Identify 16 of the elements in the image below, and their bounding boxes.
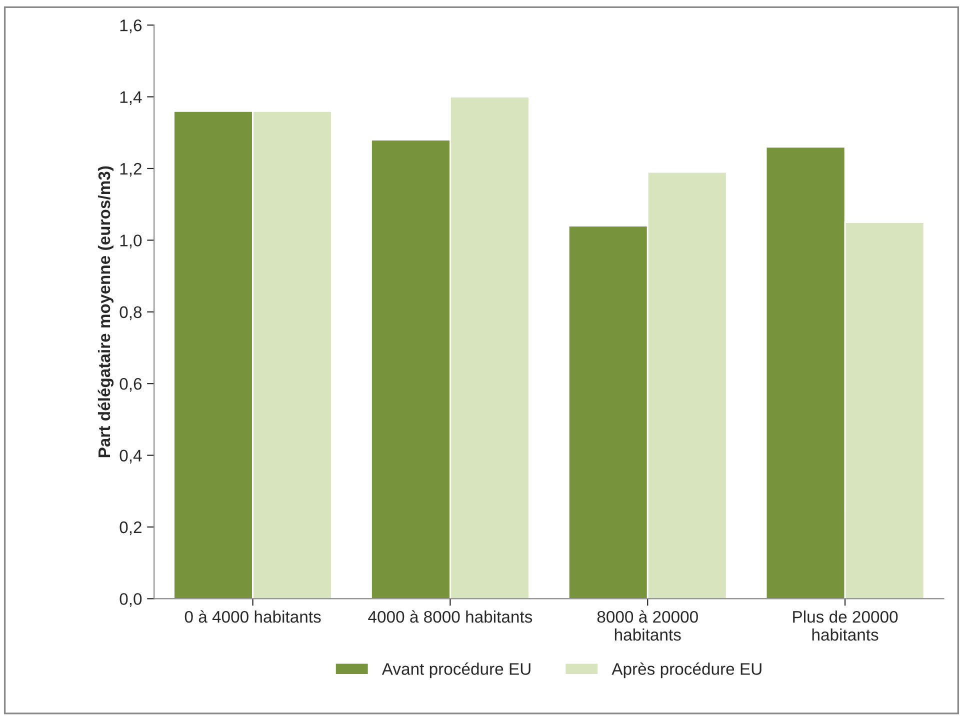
y-tick-label: 0,2 xyxy=(120,521,142,536)
y-tick-label: 1,0 xyxy=(120,234,142,248)
y-tick-label: 0,4 xyxy=(120,450,142,464)
y-tick-label: 1,6 xyxy=(120,19,142,34)
y-axis-title: Part délégataire moyenne (euros/m3) xyxy=(98,166,114,458)
y-tick-label: 0,6 xyxy=(120,378,142,392)
y-tick-label: 0,0 xyxy=(120,593,142,607)
legend-label: Avant procédure EU xyxy=(382,662,530,678)
x-tick-label: 0 à 4000 habitants xyxy=(184,610,321,623)
y-tick-label: 0,8 xyxy=(120,306,142,320)
legend-label: Après procédure EU xyxy=(612,662,762,678)
x-tick-label: 4000 à 8000 habitants xyxy=(368,610,532,623)
x-tick-label: Plus de 20000 habitants xyxy=(793,610,898,641)
x-tick-label: 8000 à 20000 habitants xyxy=(597,610,698,641)
y-tick-label: 1,2 xyxy=(120,162,142,177)
y-tick-label: 1,4 xyxy=(120,91,142,105)
